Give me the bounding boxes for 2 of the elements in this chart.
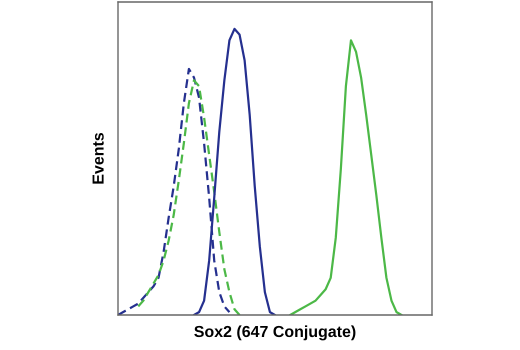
x-axis-title: Sox2 (647 Conjugate) (194, 325, 356, 340)
y-axis-title: Events (92, 132, 104, 184)
